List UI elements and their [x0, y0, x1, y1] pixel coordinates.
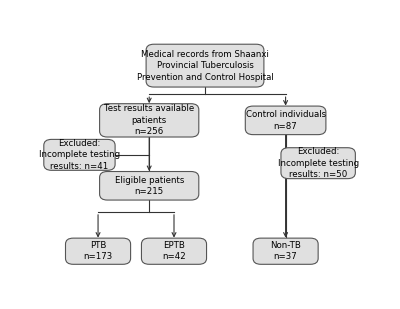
Text: Excluded:
Incomplete testing
results: n=50: Excluded: Incomplete testing results: n=…	[278, 147, 359, 179]
FancyBboxPatch shape	[281, 148, 355, 179]
Text: Medical records from Shaanxi
Provincial Tuberculosis
Prevention and Control Hosp: Medical records from Shaanxi Provincial …	[137, 50, 273, 82]
FancyBboxPatch shape	[100, 104, 199, 137]
Text: PTB
n=173: PTB n=173	[84, 241, 113, 261]
FancyBboxPatch shape	[66, 238, 131, 264]
Text: EPTB
n=42: EPTB n=42	[162, 241, 186, 261]
Text: Eligible patients
n=215: Eligible patients n=215	[114, 176, 184, 196]
FancyBboxPatch shape	[253, 238, 318, 264]
Text: Non-TB
n=37: Non-TB n=37	[270, 241, 301, 261]
Text: Excluded:
Incomplete testing
results: n=41: Excluded: Incomplete testing results: n=…	[39, 139, 120, 171]
FancyBboxPatch shape	[146, 44, 264, 87]
FancyBboxPatch shape	[245, 106, 326, 135]
FancyBboxPatch shape	[44, 139, 115, 170]
FancyBboxPatch shape	[100, 171, 199, 200]
FancyBboxPatch shape	[142, 238, 206, 264]
Text: Control individuals
n=87: Control individuals n=87	[246, 110, 326, 131]
Text: Test results available
patients
n=256: Test results available patients n=256	[104, 104, 194, 136]
